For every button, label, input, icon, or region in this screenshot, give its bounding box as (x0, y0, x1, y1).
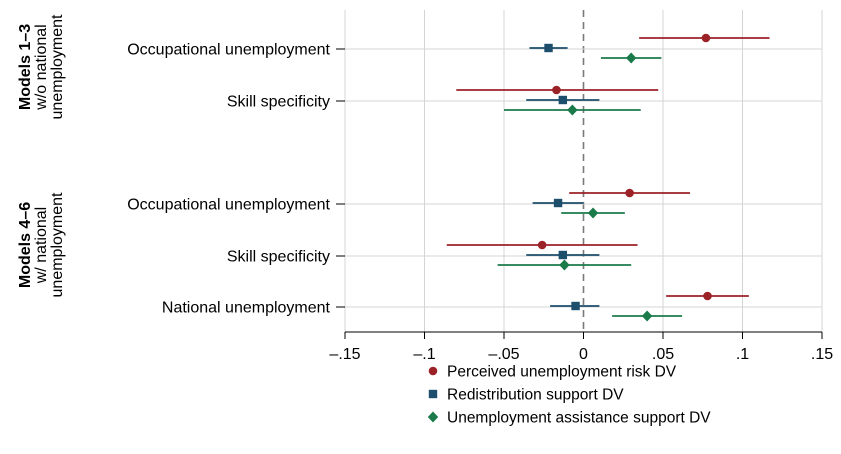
point-unemployment-assistance-support-dv (559, 259, 570, 271)
point-redistribution-support-dv (553, 198, 563, 208)
point-perceived-unemployment-risk-dv (701, 33, 711, 43)
x-tick-label: 0 (579, 346, 588, 363)
gridlines (344, 10, 823, 332)
legend-marker-circle (428, 366, 438, 376)
group-subtitle-line: unemployment (49, 192, 66, 298)
x-tick-label: .05 (652, 346, 674, 363)
x-tick-label: .15 (811, 346, 833, 363)
group-subtitle-line: unemployment (49, 14, 66, 120)
group-title: Models 4–6w/ nationalunemployment (17, 192, 66, 298)
x-tick-label: –.05 (488, 346, 519, 363)
row-label-national-unemployment: National unemployment (162, 300, 331, 317)
point-unemployment-assistance-support-dv (626, 52, 637, 64)
legend: Perceived unemployment risk DV Redistribu… (427, 364, 711, 427)
legend-item-redistribution-support-dv: Redistribution support DV (428, 387, 624, 404)
point-unemployment-assistance-support-dv (587, 207, 599, 219)
legend-label: Redistribution support DV (447, 387, 624, 404)
legend-marker-square (428, 389, 438, 399)
legend-item-unemployment-assistance-support-dv: Unemployment assistance support DV (427, 410, 711, 427)
row-label-occupational-unemployment: Occupational unemployment (127, 197, 330, 214)
legend-marker-diamond (427, 411, 439, 423)
estimates (446, 33, 770, 322)
row-label-skill-specificity: Skill specificity (227, 94, 330, 111)
point-redistribution-support-dv (544, 43, 553, 53)
group-subtitle-line: w/o national (33, 24, 50, 110)
group-title-main: Models 4–6 (17, 202, 34, 288)
category-labels: Occupational unemployment Skill specifici… (127, 42, 345, 317)
legend-item-perceived-unemployment-risk-dv: Perceived unemployment risk DV (428, 364, 677, 381)
point-redistribution-support-dv (571, 301, 580, 311)
point-perceived-unemployment-risk-dv (703, 291, 712, 301)
group-titles: Models 1–3w/o nationalunemploymentModels… (17, 14, 66, 298)
group-subtitle-line: w/ national (33, 207, 50, 285)
point-unemployment-assistance-support-dv (567, 104, 578, 116)
legend-label: Unemployment assistance support DV (447, 410, 711, 427)
row-label-occupational-unemployment: Occupational unemployment (127, 42, 330, 59)
group-title-main: Models 1–3 (17, 24, 34, 110)
point-perceived-unemployment-risk-dv (625, 188, 634, 198)
point-perceived-unemployment-risk-dv (552, 85, 561, 95)
x-tick-label: –.1 (413, 346, 435, 363)
point-redistribution-support-dv (558, 250, 568, 260)
row-label-skill-specificity: Skill specificity (227, 249, 330, 266)
group-title: Models 1–3w/o nationalunemployment (17, 14, 66, 120)
point-redistribution-support-dv (558, 95, 568, 105)
x-tick-label: .1 (736, 346, 749, 363)
x-tick-label: –.15 (329, 346, 360, 363)
point-perceived-unemployment-risk-dv (537, 240, 547, 250)
legend-label: Perceived unemployment risk DV (447, 364, 677, 381)
point-unemployment-assistance-support-dv (641, 310, 653, 322)
x-axis: –.15 –.1 –.05 0 .05 .1 .15 (329, 331, 833, 363)
